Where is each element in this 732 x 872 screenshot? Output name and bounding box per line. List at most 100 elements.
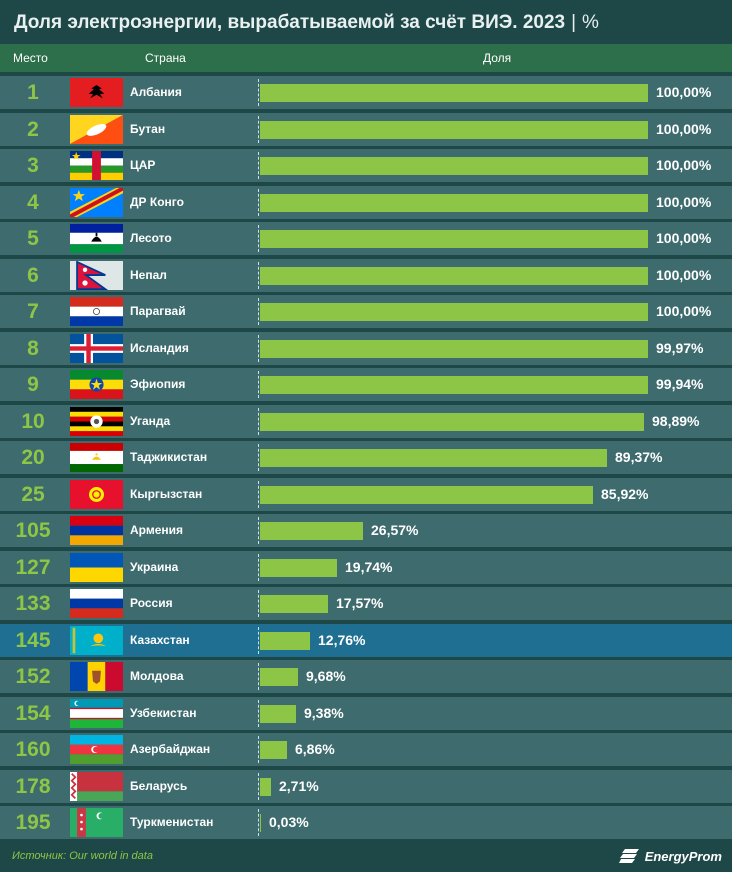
- bar: [260, 303, 648, 321]
- kyrgyzstan-flag-icon: [70, 480, 123, 509]
- ukraine-flag-icon: [70, 553, 123, 582]
- rank-label: 25: [21, 483, 45, 506]
- table-row: 127 Украина 19,74%: [0, 551, 732, 584]
- chart-title-text: Доля электроэнергии, вырабатываемой за с…: [14, 12, 566, 33]
- bar: [260, 376, 648, 394]
- turkmenistan-flag-icon: [70, 808, 123, 837]
- rank-label: 3: [27, 154, 39, 177]
- country-label: Молдова: [130, 669, 184, 683]
- country-label: Украина: [130, 560, 179, 574]
- uzbekistan-flag-icon: [70, 699, 123, 728]
- axis-line: [258, 627, 259, 654]
- rank-label: 195: [15, 811, 51, 834]
- bar: [260, 705, 296, 723]
- nepal-flag-icon: [70, 261, 123, 290]
- axis-line: [258, 152, 259, 179]
- bar: [260, 632, 310, 650]
- value-label: 100,00%: [656, 267, 712, 283]
- axis-line: [258, 335, 259, 362]
- value-label: 100,00%: [656, 157, 712, 173]
- rank-label: 6: [27, 264, 39, 287]
- table-row: 145 Казахстан 12,76%: [0, 624, 732, 657]
- bar: [260, 741, 287, 759]
- table-row: 178 Беларусь 2,71%: [0, 770, 732, 803]
- value-label: 100,00%: [656, 230, 712, 246]
- rank-label: 127: [15, 556, 51, 579]
- rank-label: 145: [15, 629, 51, 652]
- rank-label: 20: [21, 446, 45, 469]
- rank-label: 10: [21, 410, 45, 433]
- table-header: Место Страна Доля: [0, 44, 732, 72]
- country-label: Непал: [130, 268, 167, 282]
- value-label: 100,00%: [656, 84, 712, 100]
- axis-line: [258, 225, 259, 252]
- bhutan-flag-icon: [70, 115, 123, 144]
- country-label: Армения: [130, 523, 184, 537]
- country-label: ЦАР: [130, 158, 156, 172]
- belarus-flag-icon: [70, 772, 123, 801]
- axis-line: [258, 736, 259, 763]
- axis-line: [258, 298, 259, 325]
- axis-line: [258, 590, 259, 617]
- axis-line: [258, 116, 259, 143]
- country-label: Бутан: [130, 122, 166, 136]
- value-label: 9,68%: [306, 668, 346, 684]
- header-country: Страна: [145, 51, 186, 65]
- moldova-flag-icon: [70, 662, 123, 691]
- table-row: 133 Россия 17,57%: [0, 587, 732, 620]
- rank-label: 2: [27, 118, 39, 141]
- axis-line: [258, 554, 259, 581]
- rank-label: 160: [15, 738, 51, 761]
- energyprom-logo-icon: [618, 849, 639, 863]
- country-label: Россия: [130, 596, 173, 610]
- bar: [260, 84, 648, 102]
- value-label: 2,71%: [279, 778, 319, 794]
- ethiopia-flag-icon: [70, 370, 123, 399]
- rank-label: 7: [27, 300, 39, 323]
- rank-label: 1: [27, 81, 39, 104]
- table-row: 6 Непал 100,00%: [0, 259, 732, 292]
- title-separator: |: [571, 12, 577, 33]
- rank-label: 8: [27, 337, 39, 360]
- country-label: Узбекистан: [130, 706, 197, 720]
- chart-title: Доля электроэнергии, вырабатываемой за с…: [14, 8, 599, 38]
- table-row: 8 Исландия 99,97%: [0, 332, 732, 365]
- value-label: 85,92%: [601, 486, 649, 502]
- country-label: Эфиопия: [130, 377, 186, 391]
- axis-line: [258, 79, 259, 106]
- logo-text: EnergyProm: [644, 848, 722, 864]
- table-row: 5 Лесото 100,00%: [0, 222, 732, 255]
- country-label: Азербайджан: [130, 742, 211, 756]
- bar: [260, 486, 593, 504]
- table-row: 4 ДР Конго 100,00%: [0, 186, 732, 219]
- value-label: 99,94%: [656, 376, 704, 392]
- country-label: Таджикистан: [130, 450, 208, 464]
- albania-flag-icon: [70, 78, 123, 107]
- bar: [260, 194, 648, 212]
- axis-line: [258, 189, 259, 216]
- russia-flag-icon: [70, 589, 123, 618]
- value-label: 19,74%: [345, 559, 393, 575]
- bar: [260, 595, 328, 613]
- table-row: 154 Узбекистан 9,38%: [0, 697, 732, 730]
- bar: [260, 778, 271, 796]
- bar: [260, 522, 363, 540]
- value-label: 100,00%: [656, 303, 712, 319]
- axis-line: [258, 700, 259, 727]
- value-label: 100,00%: [656, 194, 712, 210]
- drc-flag-icon: [70, 188, 123, 217]
- armenia-flag-icon: [70, 516, 123, 545]
- value-label: 17,57%: [336, 595, 384, 611]
- axis-line: [258, 408, 259, 435]
- bar: [260, 559, 337, 577]
- bar: [260, 230, 648, 248]
- country-label: Уганда: [130, 414, 171, 428]
- country-label: Албания: [130, 85, 182, 99]
- axis-line: [258, 517, 259, 544]
- rank-label: 152: [15, 665, 51, 688]
- bar: [260, 449, 607, 467]
- rank-label: 133: [15, 592, 51, 615]
- source-note: Источник: Our world in data: [12, 850, 153, 862]
- rank-label: 154: [15, 702, 51, 725]
- bar: [260, 267, 648, 285]
